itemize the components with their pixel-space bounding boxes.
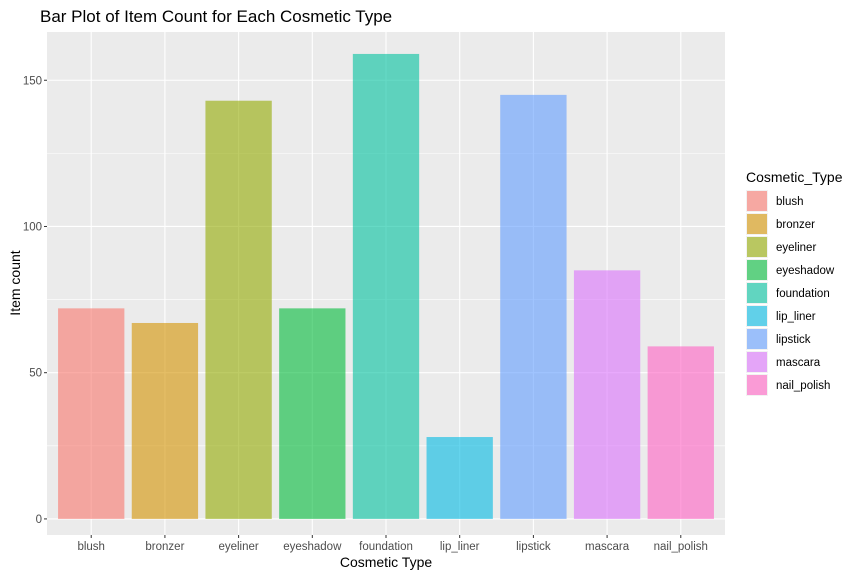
y-axis: 0 50 100 150: [23, 75, 47, 526]
bar-mascara: [573, 270, 641, 519]
y-tick-label: 150: [23, 75, 42, 87]
legend-label: eyeshadow: [776, 265, 835, 277]
y-axis-title: Item count: [7, 250, 23, 315]
legend-title: Cosmetic_Type: [746, 169, 843, 185]
x-axis-title: Cosmetic Type: [340, 554, 433, 570]
legend-swatch-eyeshadow: [747, 260, 767, 280]
legend-swatch-foundation: [747, 283, 767, 303]
legend-swatch-lipstick: [747, 329, 767, 349]
bar-bronzer: [131, 322, 199, 519]
bars: [58, 53, 714, 519]
legend-label: bronzer: [776, 219, 815, 231]
legend-label: eyeliner: [776, 242, 816, 254]
x-tick-label: foundation: [359, 541, 413, 553]
legend-swatch-eyeliner: [747, 237, 767, 257]
chart-title: Bar Plot of Item Count for Each Cosmetic…: [40, 7, 392, 26]
legend-label: lipstick: [776, 334, 811, 346]
x-tick-label: eyeliner: [218, 541, 258, 553]
legend-label: blush: [776, 196, 804, 208]
x-tick-label: mascara: [585, 541, 630, 553]
y-tick-label: 50: [29, 368, 42, 380]
bar-foundation: [352, 53, 420, 519]
legend-label: nail_polish: [776, 380, 830, 392]
x-tick-label: blush: [77, 541, 105, 553]
x-tick-label: bronzer: [145, 541, 184, 553]
bar-lip_liner: [426, 437, 493, 519]
x-tick-label: nail_polish: [654, 541, 708, 553]
legend-swatch-blush: [747, 191, 767, 211]
y-tick-label: 100: [23, 221, 42, 233]
x-tick-label: eyeshadow: [283, 541, 342, 553]
bar-eyeshadow: [279, 308, 346, 519]
legend: Cosmetic_Type blush bronzer eyeliner eyesha…: [746, 169, 843, 396]
x-axis: blush bronzer eyeliner eyeshadow foundation l…: [77, 535, 708, 553]
legend-swatch-nail_polish: [747, 375, 767, 395]
x-tick-label: lip_liner: [440, 541, 480, 553]
legend-label: mascara: [776, 357, 821, 369]
legend-items: blush bronzer eyeliner eyeshadow foundation l…: [746, 190, 835, 396]
legend-swatch-bronzer: [747, 214, 767, 234]
bar-nail_polish: [647, 346, 714, 519]
y-tick-label: 0: [36, 514, 42, 526]
bar-blush: [58, 308, 125, 519]
legend-swatch-mascara: [747, 352, 767, 372]
bar-lipstick: [500, 94, 567, 519]
bar-eyeliner: [205, 100, 272, 519]
legend-label: foundation: [776, 288, 830, 300]
legend-swatch-lip_liner: [747, 306, 767, 326]
legend-label: lip_liner: [776, 311, 816, 323]
x-tick-label: lipstick: [516, 541, 551, 553]
